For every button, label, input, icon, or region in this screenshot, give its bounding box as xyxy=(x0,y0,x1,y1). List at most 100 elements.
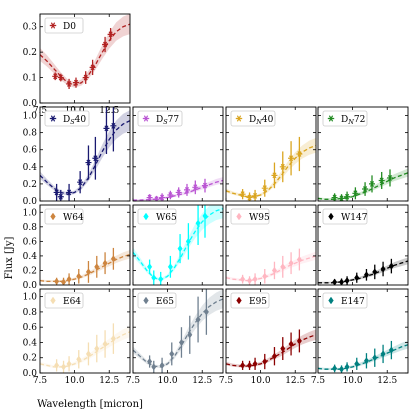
data-point xyxy=(151,363,157,371)
legend: E64 xyxy=(44,292,84,309)
panel-dn72: DN72 xyxy=(317,106,409,202)
y-tick-label: 0.2 xyxy=(23,180,37,190)
data-point xyxy=(60,363,67,371)
data-point xyxy=(185,237,191,245)
axes-frame xyxy=(225,204,317,286)
data-point xyxy=(369,181,375,187)
data-point xyxy=(288,340,294,348)
panel-d0: 7.510.012.50.00.10.20.3D0 xyxy=(23,13,131,116)
data-point xyxy=(94,344,100,353)
legend-label: D0 xyxy=(63,22,76,32)
data-point xyxy=(146,194,153,201)
data-point xyxy=(338,365,345,373)
data-point xyxy=(246,194,253,201)
data-point xyxy=(344,277,350,285)
axes-frame xyxy=(132,106,224,202)
data-point xyxy=(344,363,350,371)
y-tick-label: 0.2 xyxy=(23,48,37,58)
data-point xyxy=(102,41,109,48)
legend-label: W147 xyxy=(341,213,368,223)
legend: E147 xyxy=(322,292,368,309)
legend-box xyxy=(137,110,183,127)
data-point xyxy=(372,354,378,362)
data-point xyxy=(110,255,116,263)
y-tick-label: 0.8 xyxy=(23,308,38,318)
plot-area xyxy=(318,257,408,285)
data-point xyxy=(195,219,201,227)
data-point xyxy=(147,357,153,366)
data-point xyxy=(159,194,166,201)
data-point xyxy=(252,192,259,199)
legend-marker xyxy=(49,22,57,29)
legend-marker xyxy=(236,296,242,305)
data-point xyxy=(203,308,209,316)
legend-label: E64 xyxy=(63,297,81,307)
data-point xyxy=(363,357,370,365)
x-tick-label: 7.5 xyxy=(219,376,234,386)
panel-w147: W147 xyxy=(317,204,409,286)
plot-area xyxy=(133,289,223,373)
legend-marker xyxy=(143,212,149,221)
data-point xyxy=(279,163,286,170)
data-point xyxy=(54,361,60,369)
x-tick-label: 7.5 xyxy=(126,376,141,386)
y-tick-label: 0.0 xyxy=(23,99,38,109)
data-point xyxy=(147,263,153,271)
legend-marker xyxy=(235,115,243,122)
data-point xyxy=(372,268,378,276)
data-point xyxy=(240,361,246,369)
model-band xyxy=(133,205,223,281)
y-tick-label: 1.0 xyxy=(23,112,38,122)
y-tick-label: 0.6 xyxy=(23,237,38,247)
legend-label: W95 xyxy=(249,213,270,223)
panel-w65: W65 xyxy=(132,204,224,286)
axes-frame xyxy=(225,106,317,202)
data-point xyxy=(66,360,72,368)
model-line xyxy=(226,144,316,198)
y-tick-label: 0.6 xyxy=(23,323,38,333)
legend-box xyxy=(44,110,90,127)
model-band xyxy=(318,257,408,284)
legend-box xyxy=(44,292,84,309)
legend: E95 xyxy=(230,292,270,309)
x-tick-label: 10.0 xyxy=(65,376,85,386)
legend: DN72 xyxy=(322,110,368,127)
y-tick-label: 0.2 xyxy=(23,266,37,276)
data-point xyxy=(153,196,160,201)
data-point xyxy=(388,262,394,270)
data-point xyxy=(175,189,182,196)
data-point xyxy=(296,337,302,345)
data-point xyxy=(252,360,258,368)
data-point xyxy=(60,278,67,285)
data-point xyxy=(82,74,89,81)
data-point xyxy=(89,64,96,71)
data-point xyxy=(195,315,201,324)
axes-frame xyxy=(317,288,409,374)
panel-e147: 7.5 10.0 12.5 E147 xyxy=(311,288,409,386)
axes-frame xyxy=(132,204,224,286)
data-point xyxy=(102,259,108,267)
legend-box xyxy=(322,292,368,309)
model-band xyxy=(40,325,130,369)
data-point xyxy=(296,255,302,264)
data-point xyxy=(344,193,351,200)
plot-area xyxy=(133,205,223,285)
x-tick-label: 10.0 xyxy=(158,376,178,386)
legend: DS40 xyxy=(44,110,90,127)
legend-label: E95 xyxy=(249,297,267,307)
data-point xyxy=(110,122,117,129)
x-tick-label: 12.5 xyxy=(99,376,119,386)
model-band xyxy=(226,137,316,198)
data-point xyxy=(261,185,268,192)
data-point xyxy=(110,335,116,343)
model-band xyxy=(133,289,223,369)
data-point xyxy=(54,277,60,285)
data-point xyxy=(363,271,370,279)
data-point xyxy=(184,186,190,193)
data-point xyxy=(387,175,393,181)
legend-box xyxy=(44,17,84,34)
data-point xyxy=(151,274,157,282)
data-point xyxy=(57,74,64,81)
legend-label: DN72 xyxy=(341,115,365,126)
